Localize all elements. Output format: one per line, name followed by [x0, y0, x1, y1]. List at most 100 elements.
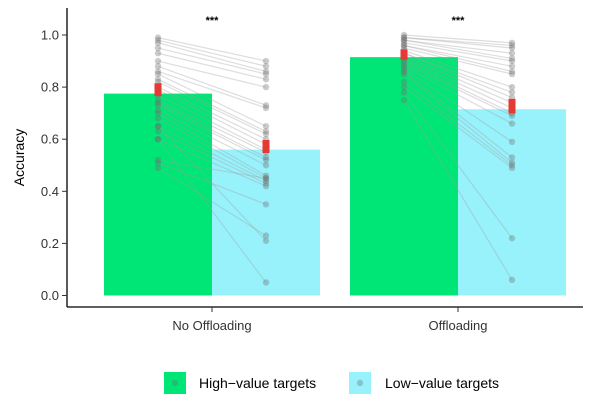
participant-line — [403, 91, 513, 239]
participant-line — [157, 60, 267, 88]
legend-key-low-value — [349, 372, 371, 394]
y-tick-label: 0.0 — [41, 288, 59, 303]
participant-point — [262, 76, 270, 83]
participant-point — [154, 122, 162, 130]
participant-line — [157, 112, 267, 177]
participant-line — [157, 138, 267, 187]
participant-point — [154, 159, 162, 166]
participant-line — [157, 70, 267, 109]
participant-point — [508, 138, 516, 146]
participant-point — [154, 128, 162, 135]
participant-line — [157, 130, 267, 185]
participant-point — [400, 83, 408, 91]
participant-point — [154, 96, 162, 104]
participant-line — [403, 55, 513, 104]
error-bar — [508, 98, 516, 114]
participant-line — [403, 44, 513, 67]
participant-line — [403, 57, 513, 109]
participant-point — [262, 63, 270, 70]
participant-line — [403, 60, 513, 114]
participant-point — [400, 96, 408, 104]
participant-point — [400, 63, 408, 70]
participant-point — [400, 31, 408, 39]
participant-point — [400, 78, 408, 86]
participant-point — [508, 234, 516, 242]
participant-line — [403, 52, 513, 93]
bar-high-value — [104, 93, 212, 296]
legend-point-icon — [171, 379, 179, 387]
participant-point — [262, 104, 270, 112]
participant-point — [154, 50, 162, 57]
participant-line — [403, 86, 513, 169]
participant-point — [508, 112, 516, 119]
participant-point — [400, 34, 408, 41]
participant-line — [403, 50, 513, 88]
participant-point — [262, 172, 270, 179]
participant-point — [400, 42, 408, 49]
bar-low-value — [458, 109, 566, 296]
y-tick-label: 0.8 — [41, 80, 59, 95]
participant-point — [262, 175, 270, 182]
axes: 0.0 0.2 0.4 0.6 0.8 1.0 No Offloading Offloadin… — [11, 8, 583, 333]
participant-line — [157, 52, 267, 80]
participant-point — [154, 115, 162, 122]
participant-point — [262, 57, 270, 65]
error-bar — [400, 49, 408, 60]
participant-point — [154, 164, 162, 172]
participant-line — [157, 99, 267, 153]
participant-point — [154, 102, 162, 109]
participant-point — [262, 70, 270, 78]
participant-line — [403, 73, 513, 164]
participant-line — [157, 39, 267, 67]
participant-point — [154, 70, 162, 78]
participant-point — [262, 122, 270, 130]
participant-line — [157, 104, 267, 161]
legend-point-icon — [356, 379, 364, 387]
participant-point — [400, 37, 408, 44]
participant-point — [508, 159, 516, 166]
participant-line — [403, 68, 513, 143]
x-tick-label: Offloading — [428, 318, 487, 333]
participant-line — [403, 34, 513, 44]
participant-point — [154, 39, 162, 47]
participant-point — [508, 162, 516, 169]
participant-point — [154, 44, 162, 52]
participant-line — [403, 42, 513, 62]
participant-point — [154, 57, 162, 65]
error-bar — [262, 139, 270, 154]
participant-line — [157, 81, 267, 135]
participant-point — [400, 65, 408, 73]
legend-key-high-value — [164, 372, 186, 394]
participant-line — [403, 81, 513, 166]
participant-line — [157, 125, 267, 182]
bar-low-value — [212, 149, 320, 296]
participant-line — [403, 39, 513, 60]
participant-point — [154, 37, 162, 44]
participant-point — [262, 201, 270, 208]
x-tick-label: No Offloading — [172, 318, 251, 333]
participant-point — [262, 102, 270, 109]
participant-line — [403, 63, 513, 117]
participant-point — [262, 128, 270, 135]
significance-labels: *** *** — [206, 15, 466, 27]
participant-point — [262, 68, 270, 75]
significance-label: *** — [452, 15, 466, 27]
error-bars — [154, 49, 516, 154]
legend-label: Low−value targets — [385, 375, 499, 391]
participant-point — [508, 83, 516, 91]
participant-point — [400, 42, 408, 49]
participant-point — [508, 57, 516, 65]
participant-point — [508, 120, 516, 127]
participant-point — [262, 156, 270, 164]
participant-point — [508, 44, 516, 52]
bars — [104, 57, 566, 296]
participant-line — [157, 159, 267, 179]
participant-line — [403, 52, 513, 99]
participant-point — [154, 122, 162, 130]
error-bar — [154, 83, 162, 97]
participant-point — [154, 109, 162, 117]
participant-point — [154, 99, 162, 106]
participant-line — [157, 102, 267, 158]
participant-point — [262, 177, 270, 185]
participant-line — [157, 110, 267, 166]
